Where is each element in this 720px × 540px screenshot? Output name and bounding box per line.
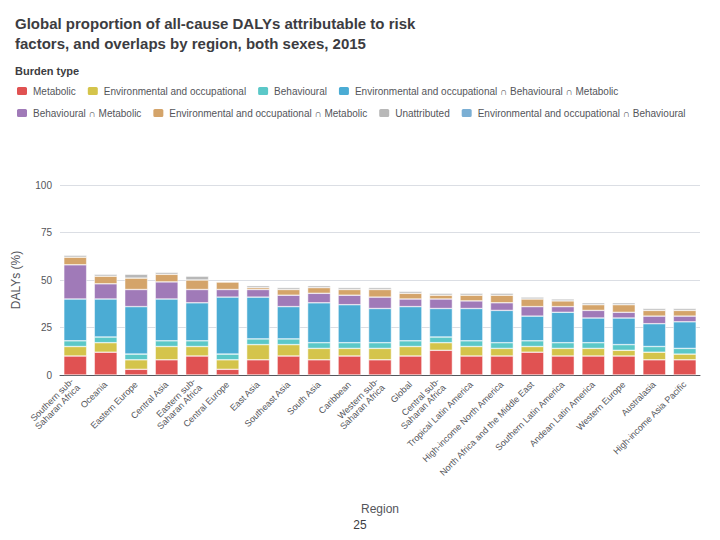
svg-text:Environmental and occupational: Environmental and occupational	[104, 86, 246, 97]
svg-text:Saharan Africa: Saharan Africa	[33, 383, 82, 432]
svg-text:Western sub-: Western sub-	[335, 376, 381, 421]
svg-text:Eastern Europe: Eastern Europe	[89, 379, 140, 430]
svg-text:50: 50	[41, 275, 53, 286]
svg-text:Australasia: Australasia	[619, 379, 658, 418]
svg-text:factors, and overlaps by regio: factors, and overlaps by region, both se…	[15, 35, 366, 52]
svg-text:Andean Latin America: Andean Latin America	[527, 379, 597, 449]
svg-text:Tropical Latin America: Tropical Latin America	[405, 379, 475, 450]
svg-text:Southern Latin America: Southern Latin America	[493, 379, 567, 453]
svg-text:South Asia: South Asia	[285, 379, 322, 416]
svg-text:Unattributed: Unattributed	[395, 108, 449, 119]
svg-text:Saharan Africa: Saharan Africa	[155, 382, 204, 432]
svg-text:East Asia: East Asia	[228, 379, 262, 413]
svg-text:North Africa and the Middle Ea: North Africa and the Middle East	[437, 379, 536, 478]
svg-text:Oceania: Oceania	[79, 379, 110, 410]
svg-text:Eastern sub-: Eastern sub-	[154, 376, 198, 420]
svg-text:75: 75	[41, 227, 53, 238]
svg-text:High-income North America: High-income North America	[420, 379, 506, 465]
svg-text:Global proportion of all-cause: Global proportion of all-cause DALYs att…	[15, 15, 416, 32]
svg-text:Behavioural: Behavioural	[274, 86, 327, 97]
svg-text:Environmental and occupational: Environmental and occupational ∩ Behavio…	[355, 86, 618, 97]
svg-text:Burden type: Burden type	[15, 65, 79, 77]
svg-text:Western Europe: Western Europe	[574, 379, 627, 432]
svg-text:Metabolic: Metabolic	[33, 86, 76, 97]
svg-text:Central sub-: Central sub-	[399, 376, 442, 418]
svg-text:Southern sub-: Southern sub-	[28, 376, 76, 424]
svg-text:Saharan Africa: Saharan Africa	[338, 383, 387, 432]
svg-text:25: 25	[41, 322, 53, 333]
svg-text:Region: Region	[361, 502, 399, 516]
svg-text:Central Europe: Central Europe	[181, 379, 231, 429]
svg-text:0: 0	[46, 370, 52, 381]
svg-text:Saharan Africa: Saharan Africa	[398, 382, 448, 432]
svg-text:DALYs (%): DALYs (%)	[9, 251, 23, 309]
svg-text:Southeast Asia: Southeast Asia	[243, 379, 292, 428]
svg-text:Caribbean: Caribbean	[316, 379, 354, 416]
svg-text:25: 25	[353, 518, 367, 532]
svg-text:Global: Global	[388, 379, 414, 405]
svg-text:Environmental and occupational: Environmental and occupational ∩ Behavio…	[478, 108, 686, 119]
svg-text:Environmental and occupational: Environmental and occupational ∩ Metabol…	[169, 108, 367, 119]
svg-text:High-income Asia Pacific: High-income Asia Pacific	[611, 379, 688, 456]
svg-text:Central Asia: Central Asia	[128, 379, 171, 421]
svg-text:100: 100	[35, 180, 52, 191]
svg-text:Behavioural ∩ Metabolic: Behavioural ∩ Metabolic	[33, 108, 141, 119]
